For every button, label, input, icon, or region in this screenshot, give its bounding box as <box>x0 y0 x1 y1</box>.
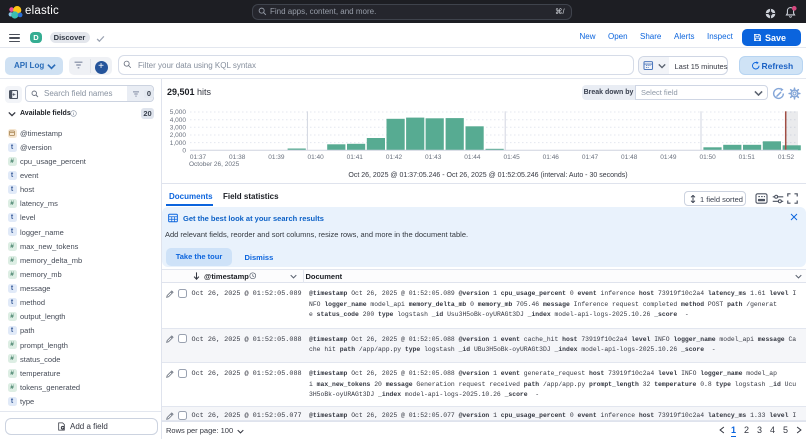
svg-text:5,000: 5,000 <box>170 109 187 116</box>
svg-text:01:47: 01:47 <box>582 154 599 161</box>
svg-text:01:42: 01:42 <box>386 154 403 161</box>
svg-text:01:52: 01:52 <box>778 154 795 161</box>
svg-text:1,000: 1,000 <box>170 140 187 147</box>
svg-text:01:49: 01:49 <box>660 154 677 161</box>
svg-text:01:40: 01:40 <box>307 154 324 161</box>
svg-text:3,000: 3,000 <box>170 125 187 132</box>
svg-text:01:38: 01:38 <box>229 154 246 161</box>
svg-text:01:44: 01:44 <box>464 154 481 161</box>
svg-text:01:46: 01:46 <box>543 154 560 161</box>
svg-text:01:41: 01:41 <box>347 154 364 161</box>
svg-text:01:48: 01:48 <box>621 154 638 161</box>
svg-text:01:50: 01:50 <box>699 154 716 161</box>
svg-text:2,000: 2,000 <box>170 132 187 139</box>
svg-text:October 26, 2025: October 26, 2025 <box>189 161 240 168</box>
svg-text:01:43: 01:43 <box>425 154 442 161</box>
svg-text:01:51: 01:51 <box>739 154 756 161</box>
svg-text:01:39: 01:39 <box>268 154 285 161</box>
svg-text:0: 0 <box>182 148 186 155</box>
svg-text:01:37: 01:37 <box>190 154 207 161</box>
svg-text:01:45: 01:45 <box>503 154 520 161</box>
svg-text:4,000: 4,000 <box>170 117 187 124</box>
